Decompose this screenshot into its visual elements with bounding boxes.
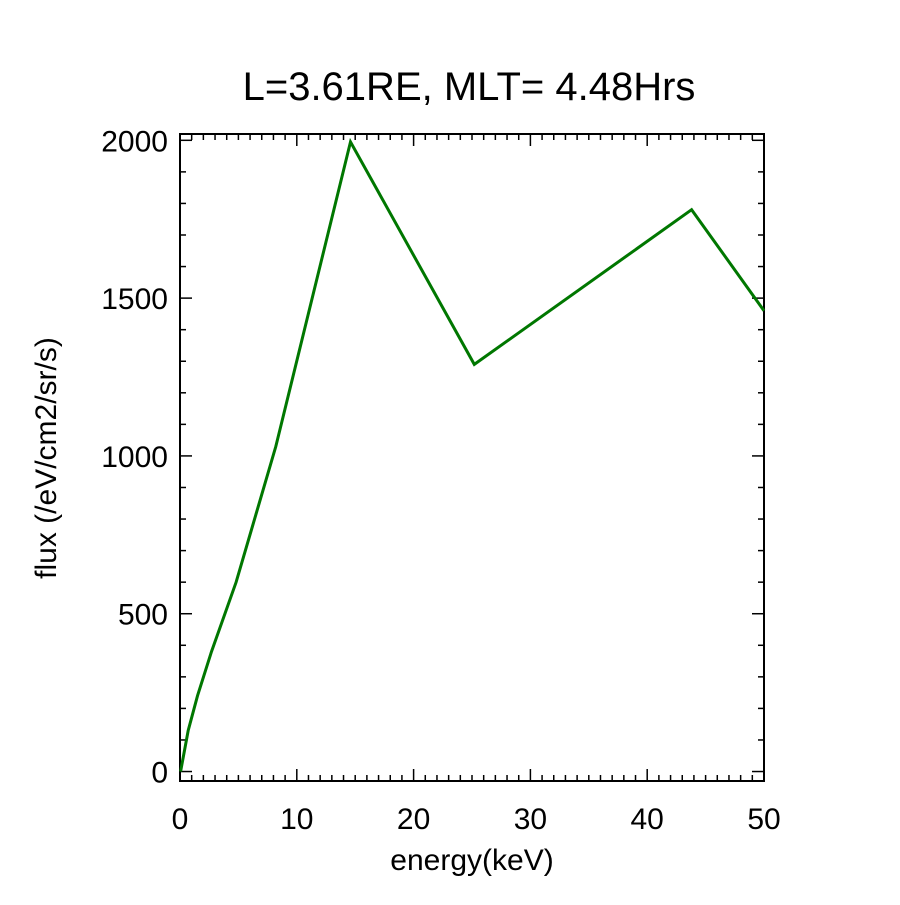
y-tick-label: 2000 (101, 125, 168, 158)
series-line (179, 137, 766, 772)
y-tick-label: 0 (151, 757, 168, 790)
y-tick-label: 500 (118, 599, 168, 632)
y-tick-label: 1000 (101, 441, 168, 474)
y-axis-label: flux (/eV/cm2/sr/s) (30, 337, 63, 579)
x-tick-label: 0 (172, 803, 189, 836)
series-layer (179, 137, 766, 772)
x-tick-label: 40 (631, 803, 664, 836)
plot-frame (179, 133, 765, 782)
axis-ticks (179, 134, 765, 781)
x-tick-label: 50 (747, 803, 780, 836)
x-tick-label: 10 (280, 803, 313, 836)
chart-title: L=3.61RE, MLT= 4.48Hrs (243, 65, 696, 109)
x-tick-label: 30 (514, 803, 547, 836)
x-tick-label: 20 (397, 803, 430, 836)
x-axis-label: energy(keV) (390, 844, 553, 877)
y-tick-label: 1500 (101, 283, 168, 316)
